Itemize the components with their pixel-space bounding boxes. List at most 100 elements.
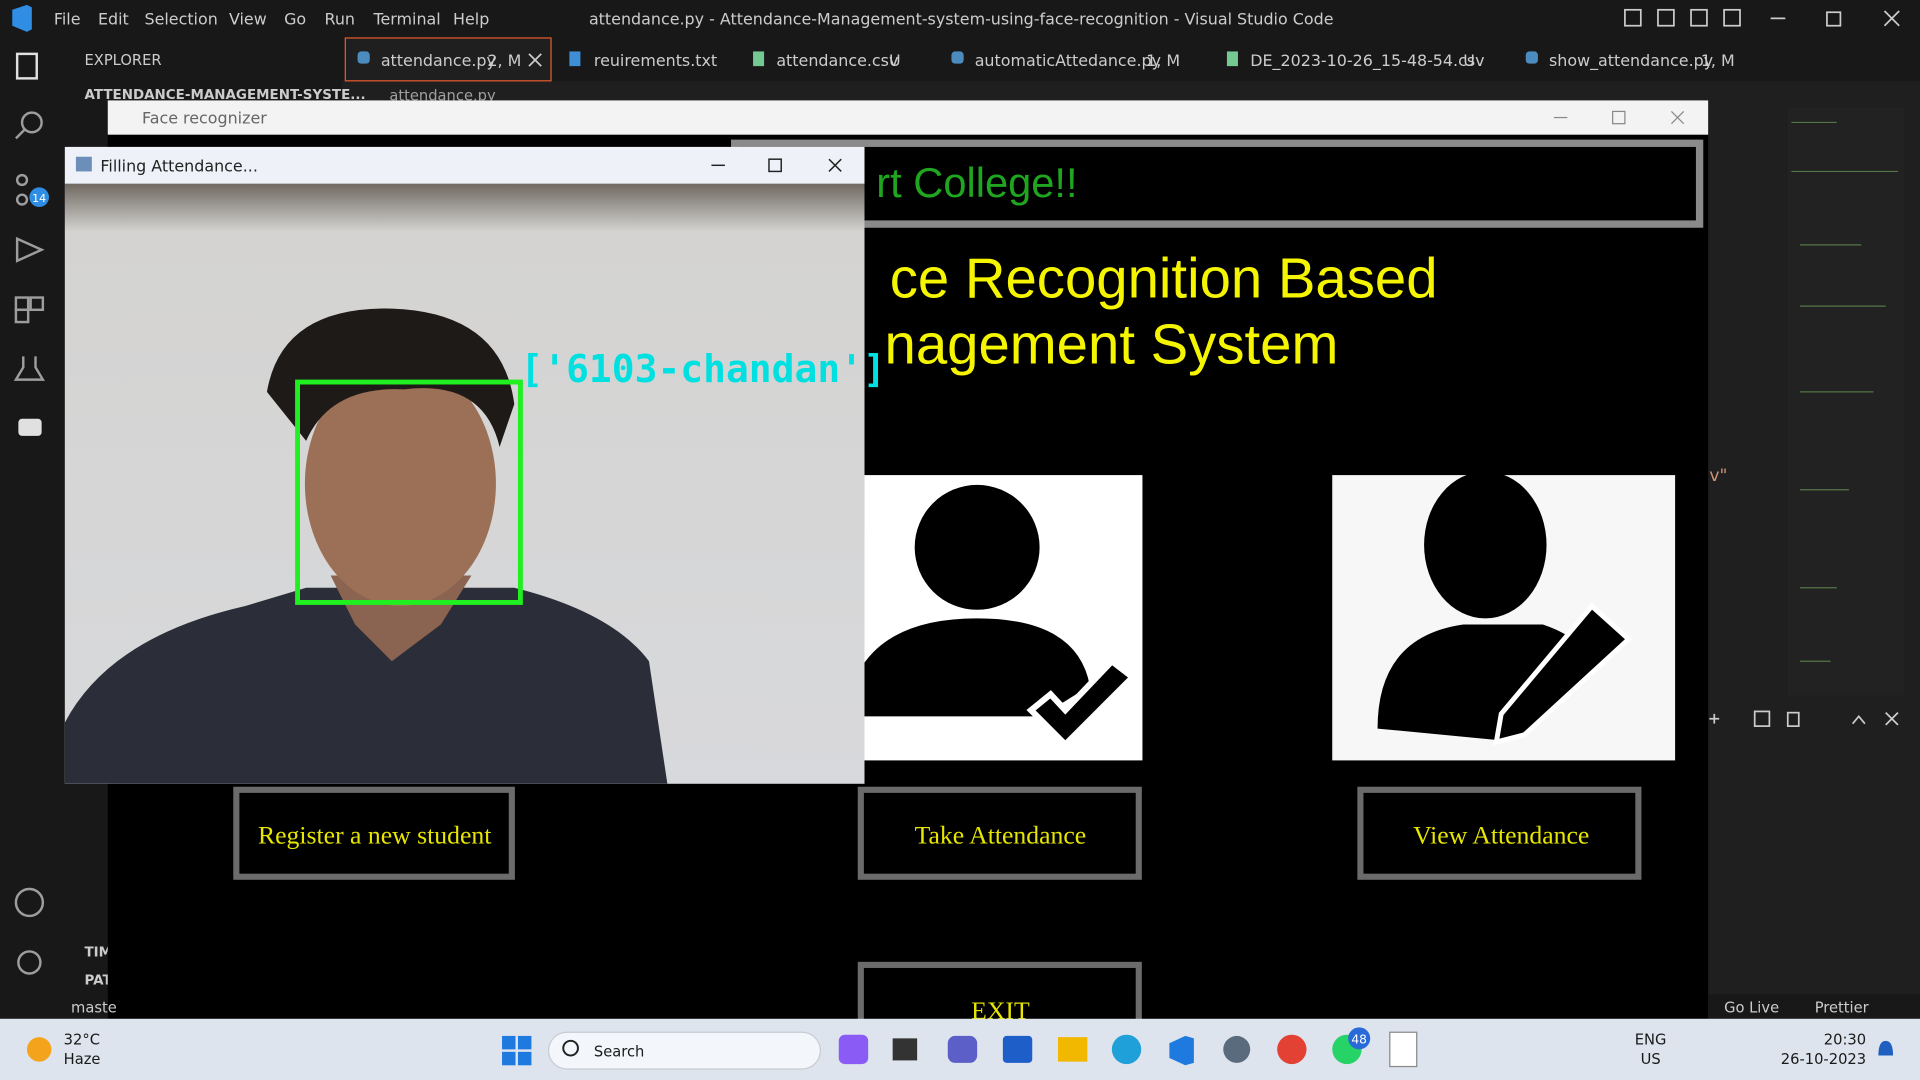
tab-status: 1, M bbox=[1146, 51, 1180, 70]
clock-time[interactable]: 20:30 bbox=[1824, 1031, 1866, 1048]
code-fragment: v" bbox=[1709, 466, 1727, 486]
explorer-icon[interactable] bbox=[15, 52, 38, 80]
menu-item[interactable]: File bbox=[54, 9, 81, 28]
tabs: attendance.py 2, M reuirements.txt atten… bbox=[381, 51, 1735, 71]
tab-status: 1, M bbox=[1701, 51, 1735, 70]
menu: File Edit Selection View Go Run Terminal… bbox=[54, 9, 489, 28]
tab-name[interactable]: attendance.py bbox=[381, 51, 496, 70]
maximize-button[interactable] bbox=[1826, 11, 1842, 27]
settings-icon[interactable] bbox=[17, 950, 42, 975]
notification-bell[interactable] bbox=[1878, 1040, 1894, 1056]
banner-box bbox=[731, 139, 1704, 228]
menu-item[interactable]: View bbox=[229, 9, 267, 28]
layout-button[interactable] bbox=[1690, 8, 1708, 27]
button-label[interactable]: Take Attendance bbox=[915, 821, 1087, 850]
app-icon[interactable] bbox=[1057, 1037, 1088, 1062]
language[interactable]: ENG bbox=[1635, 1031, 1667, 1048]
menu-item[interactable]: Selection bbox=[144, 9, 217, 28]
minimap bbox=[1787, 107, 1905, 696]
minimap-lines bbox=[1791, 121, 1898, 662]
account-icon[interactable] bbox=[14, 887, 45, 918]
tab-name[interactable]: reuirements.txt bbox=[594, 51, 717, 70]
camera-title: Filling Attendance... bbox=[100, 156, 257, 175]
camera-controls bbox=[711, 158, 842, 173]
search-icon[interactable] bbox=[20, 111, 43, 134]
status-item[interactable]: Go Live bbox=[1724, 1000, 1779, 1017]
app-controls bbox=[1553, 110, 1685, 125]
button[interactable] bbox=[233, 786, 515, 880]
app-icon[interactable] bbox=[892, 1038, 918, 1061]
badge bbox=[1348, 1027, 1371, 1050]
start[interactable] bbox=[502, 1035, 532, 1066]
menu-item[interactable]: Go bbox=[284, 9, 306, 28]
sidebar-section[interactable]: PAT bbox=[84, 973, 112, 988]
badge bbox=[29, 187, 49, 207]
user-icon bbox=[914, 484, 1040, 610]
folder-name[interactable]: ATTENDANCE-MANAGEMENT-SYSTE... bbox=[84, 88, 365, 103]
search-placeholder[interactable]: Search bbox=[594, 1044, 644, 1061]
app-icon[interactable] bbox=[1169, 1035, 1194, 1066]
tab-status: U bbox=[1463, 51, 1475, 70]
region[interactable]: US bbox=[1641, 1051, 1661, 1068]
sidebar-title: EXPLORER bbox=[84, 52, 161, 69]
app-title-bar bbox=[107, 100, 1709, 135]
notification-badge: 48 bbox=[1351, 1032, 1367, 1046]
testing-icon[interactable] bbox=[13, 356, 46, 381]
tab-name[interactable]: show_attendance.py bbox=[1549, 51, 1713, 71]
status-bar bbox=[1708, 994, 1920, 1019]
app-icon[interactable] bbox=[1002, 1035, 1033, 1063]
menu-item[interactable]: Help bbox=[453, 9, 489, 28]
tab-close[interactable] bbox=[528, 53, 542, 67]
panel-controls bbox=[1709, 710, 1899, 727]
app-icon[interactable] bbox=[1111, 1034, 1142, 1065]
clock-date[interactable]: 26-10-2023 bbox=[1781, 1051, 1866, 1068]
tab-active[interactable] bbox=[344, 37, 552, 82]
app-icon[interactable] bbox=[1389, 1031, 1418, 1068]
breadcrumb[interactable]: attendance.py bbox=[389, 87, 496, 104]
tab-status: 2, M bbox=[487, 51, 521, 70]
scm-badge: 14 bbox=[32, 192, 46, 205]
button-label[interactable]: Register a new student bbox=[258, 821, 491, 850]
tab-name[interactable]: automaticAttedance.py bbox=[975, 51, 1161, 70]
title-bar bbox=[0, 0, 1920, 37]
layout-button[interactable] bbox=[1723, 8, 1741, 27]
user-icon bbox=[844, 618, 1090, 717]
menu-item[interactable]: Edit bbox=[98, 9, 129, 28]
tab-bar bbox=[341, 36, 1920, 81]
banner-text: rt College!! bbox=[876, 159, 1077, 206]
camera-title-bar bbox=[64, 146, 865, 184]
activity-bar bbox=[0, 36, 59, 995]
app-icon[interactable] bbox=[1277, 1034, 1307, 1065]
app-icon[interactable] bbox=[1223, 1035, 1251, 1063]
scm-icon[interactable] bbox=[15, 173, 29, 187]
weather-icon bbox=[26, 1037, 52, 1062]
window-title: attendance.py - Attendance-Management-sy… bbox=[589, 9, 1334, 28]
tab-name[interactable]: attendance.csv bbox=[776, 51, 898, 70]
layout-button[interactable] bbox=[1657, 8, 1675, 27]
status-bar bbox=[0, 994, 108, 1019]
button[interactable] bbox=[1357, 786, 1642, 880]
layout-button[interactable] bbox=[1624, 8, 1642, 27]
person-hair bbox=[266, 308, 515, 447]
app-icon[interactable] bbox=[838, 1034, 869, 1065]
close-button[interactable] bbox=[1883, 10, 1900, 27]
branch[interactable]: maste bbox=[71, 1000, 117, 1017]
temperature: 32°C bbox=[64, 1031, 100, 1048]
activity-icons bbox=[13, 52, 46, 975]
button[interactable] bbox=[857, 786, 1142, 880]
menu-item[interactable]: Terminal bbox=[372, 9, 440, 28]
app-icon[interactable] bbox=[947, 1035, 978, 1063]
taskbar-apps bbox=[838, 1031, 1418, 1068]
tab-name[interactable]: DE_2023-10-26_15-48-54.csv bbox=[1250, 51, 1484, 71]
run-icon[interactable] bbox=[15, 236, 45, 263]
vscode-icon bbox=[12, 4, 32, 32]
user-icon bbox=[1377, 624, 1592, 741]
search-box[interactable] bbox=[547, 1031, 822, 1070]
puzzle-icon[interactable] bbox=[18, 418, 42, 436]
button-label[interactable]: View Attendance bbox=[1413, 821, 1589, 850]
sidebar-section[interactable]: TIM bbox=[84, 945, 112, 960]
menu-item[interactable]: Run bbox=[324, 9, 354, 28]
status-item[interactable]: Prettier bbox=[1815, 1000, 1870, 1017]
